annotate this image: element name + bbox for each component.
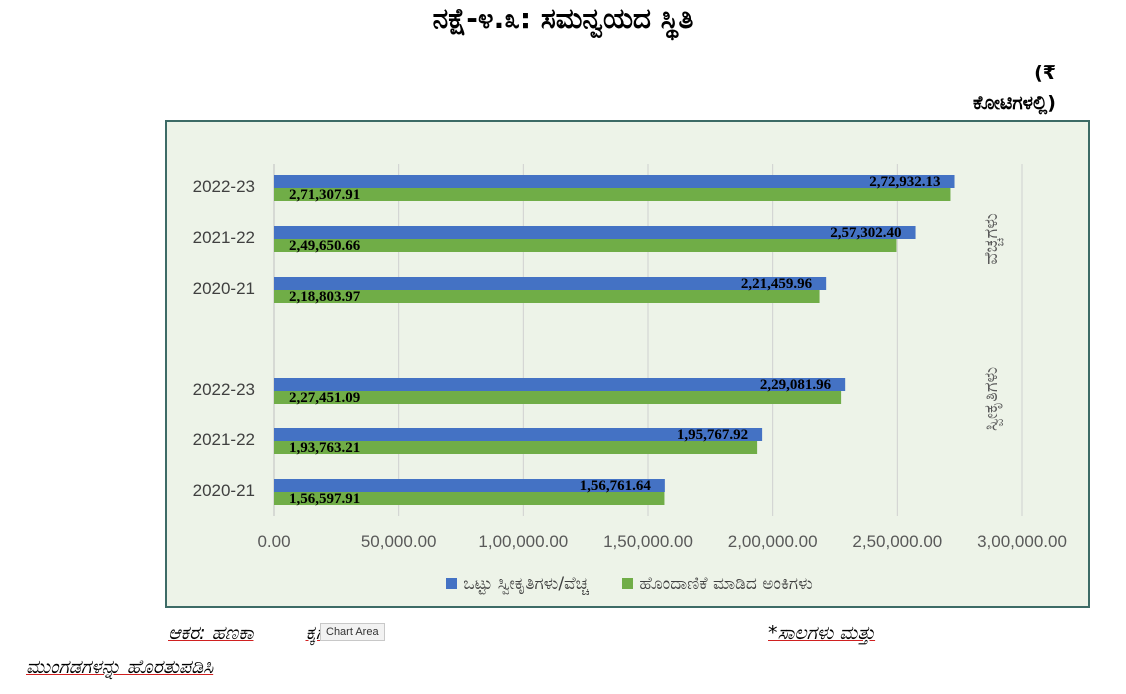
footnote-source-text: ಆಕರ: ಹಣಕಾ [168,622,254,644]
legend-swatch-reconciled [622,578,634,589]
unit-note-line2: ಕೋಟಿಗಳಲ್ಲಿ) [973,92,1056,114]
bar-reconciled [274,239,897,252]
legend-item-reconciled: ಹೊಂದಾಣಿಕೆ ಮಾಡಿದ ಅಂಕಿಗಳು [622,574,813,594]
footnote-source: ಆಕರ: ಹಣಕಾಕ್ಕಗಳು [168,622,342,644]
page-title: ನಕ್ಷೆ-೪.೩: ಸಮನ್ವಯದ ಸ್ಥಿತಿ [432,2,694,35]
footnote-note-second-line: ಮುಂಗಡಗಳನ್ನು ಹೊರತುಪಡಿಸಿ [26,656,214,678]
x-tick-label-6: 3,00,000.00 [977,532,1067,551]
data-label-reconciled: 2,27,451.09 [289,390,360,406]
chart-area-tooltip: Chart Area [320,623,385,641]
data-label-receipts: 2,72,932.13 [869,174,940,190]
y-category-label: 2021-22 [193,430,255,449]
data-label-receipts: 2,57,302.40 [830,225,901,241]
unit-note-line1: (₹ [1034,62,1056,84]
y-category-label: 2020-21 [193,279,255,298]
bar-receipts [274,428,763,441]
bar-receipts [274,378,846,391]
legend-label-receipts: ಒಟ್ಟು ಸ್ವೀಕೃತಿಗಳು/ವೆಚ್ಚ [463,574,589,594]
y-category-label: 2020-21 [193,481,255,500]
unit-note: (₹ ಕೋಟಿಗಳಲ್ಲಿ) [886,58,1056,118]
data-label-reconciled: 2,49,650.66 [289,238,361,254]
bar-chart-svg: 0.00 50,000.00 1,00,000.00 1,50,000.00 2,00,… [193,164,1067,551]
data-label-receipts: 1,56,761.64 [580,478,652,494]
x-tick-label-0: 0.00 [257,532,290,551]
legend-item-receipts: ಒಟ್ಟು ಸ್ವೀಕೃತಿಗಳು/ವೆಚ್ಚ [446,574,589,594]
bar-receipts [274,277,827,290]
data-label-reconciled: 1,56,597.91 [289,491,360,507]
bar-reconciled [274,492,665,505]
data-label-reconciled: 1,93,763.21 [289,440,360,456]
group-label: ವೆಚ್ಚಗಳು [981,213,1003,265]
bar-reconciled [274,391,842,404]
data-label-reconciled: 2,71,307.91 [289,187,360,203]
bar-receipts [274,226,916,239]
footnote-note-right: *ಸಾಲಗಳು ಮತ್ತು [768,622,876,644]
legend-swatch-receipts [446,578,458,589]
bar-reconciled [274,188,951,201]
x-tick-label-4: 2,00,000.00 [728,532,818,551]
x-tick-label-3: 1,50,000.00 [603,532,693,551]
x-tick-label-1: 50,000.00 [361,532,437,551]
x-tick-label-2: 1,00,000.00 [478,532,568,551]
y-category-label: 2022-23 [193,380,255,399]
bar-receipts [274,479,665,492]
data-label-receipts: 2,29,081.96 [760,377,832,393]
group-label: ಸ್ವೀಕೃತಿಗಳು [981,367,1003,431]
bar-reconciled [274,441,758,454]
bar-receipts [274,175,955,188]
legend-label-reconciled: ಹೊಂದಾಣಿಕೆ ಮಾಡಿದ ಅಂಕಿಗಳು [639,574,813,594]
y-category-label: 2022-23 [193,177,255,196]
data-label-receipts: 2,21,459.96 [741,276,813,292]
data-label-receipts: 1,95,767.92 [677,427,748,443]
bar-reconciled [274,290,820,303]
x-tick-label-5: 2,50,000.00 [852,532,942,551]
data-label-reconciled: 2,18,803.97 [289,289,361,305]
y-category-label: 2021-22 [193,228,255,247]
chart-area[interactable]: 0.00 50,000.00 1,00,000.00 1,50,000.00 2,00,… [165,120,1090,608]
legend[interactable]: ಒಟ್ಟು ಸ್ವೀಕೃತಿಗಳು/ವೆಚ್ಚ ಹೊಂದಾಣಿಕೆ ಮಾಡಿದ … [167,574,1092,594]
